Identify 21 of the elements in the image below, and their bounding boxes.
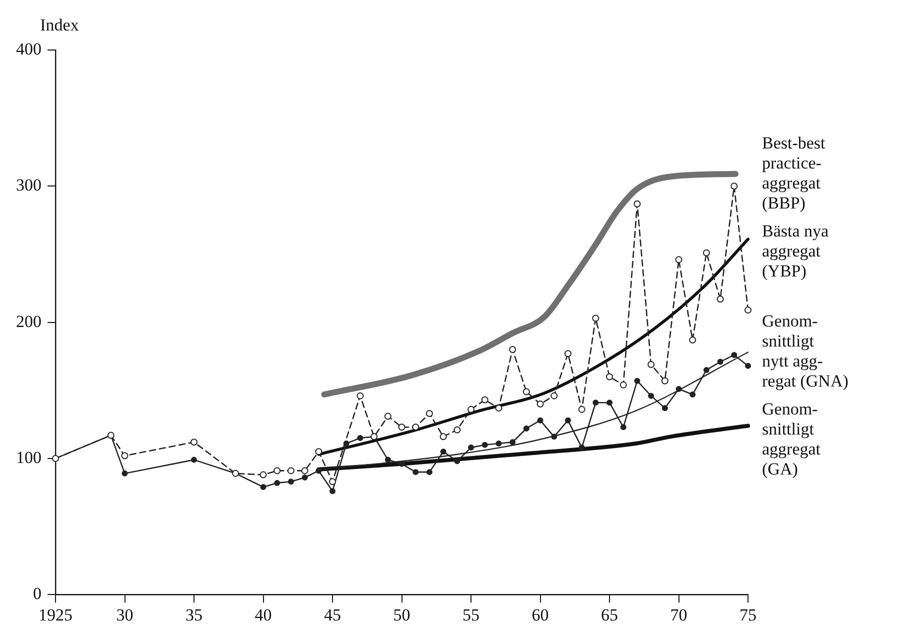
x-tick-label: 35 [186,605,202,624]
x-tick-label: 60 [532,605,549,624]
series-label: Bästa nya aggregat (YBP) [762,221,830,280]
y-axis-title: Index [40,15,80,34]
y-tick-label: 200 [16,312,42,331]
x-tick-label: 70 [670,605,688,624]
series-label: Best-best practice- aggregat (BBP) [762,133,826,212]
y-tick-label: 100 [16,448,42,467]
y-tick-label: 0 [33,584,42,604]
y-tick-label: 400 [16,39,42,58]
series-label: Genom- snittligt nytt agg- regat (GNA) [762,312,848,391]
y-tick-label: 300 [16,176,42,195]
x-tick-label: 40 [254,605,272,624]
x-tick-label: 45 [324,605,341,624]
x-tick-label: 65 [601,605,618,624]
x-tick-label: 50 [393,605,410,624]
x-tick-label: 30 [116,605,134,624]
series-label: Genom- snittligt aggregat (GA) [762,400,821,479]
x-tick-label: 1925 [38,605,72,624]
x-tick-label: 75 [740,605,756,624]
x-tick-label: 55 [462,605,480,624]
